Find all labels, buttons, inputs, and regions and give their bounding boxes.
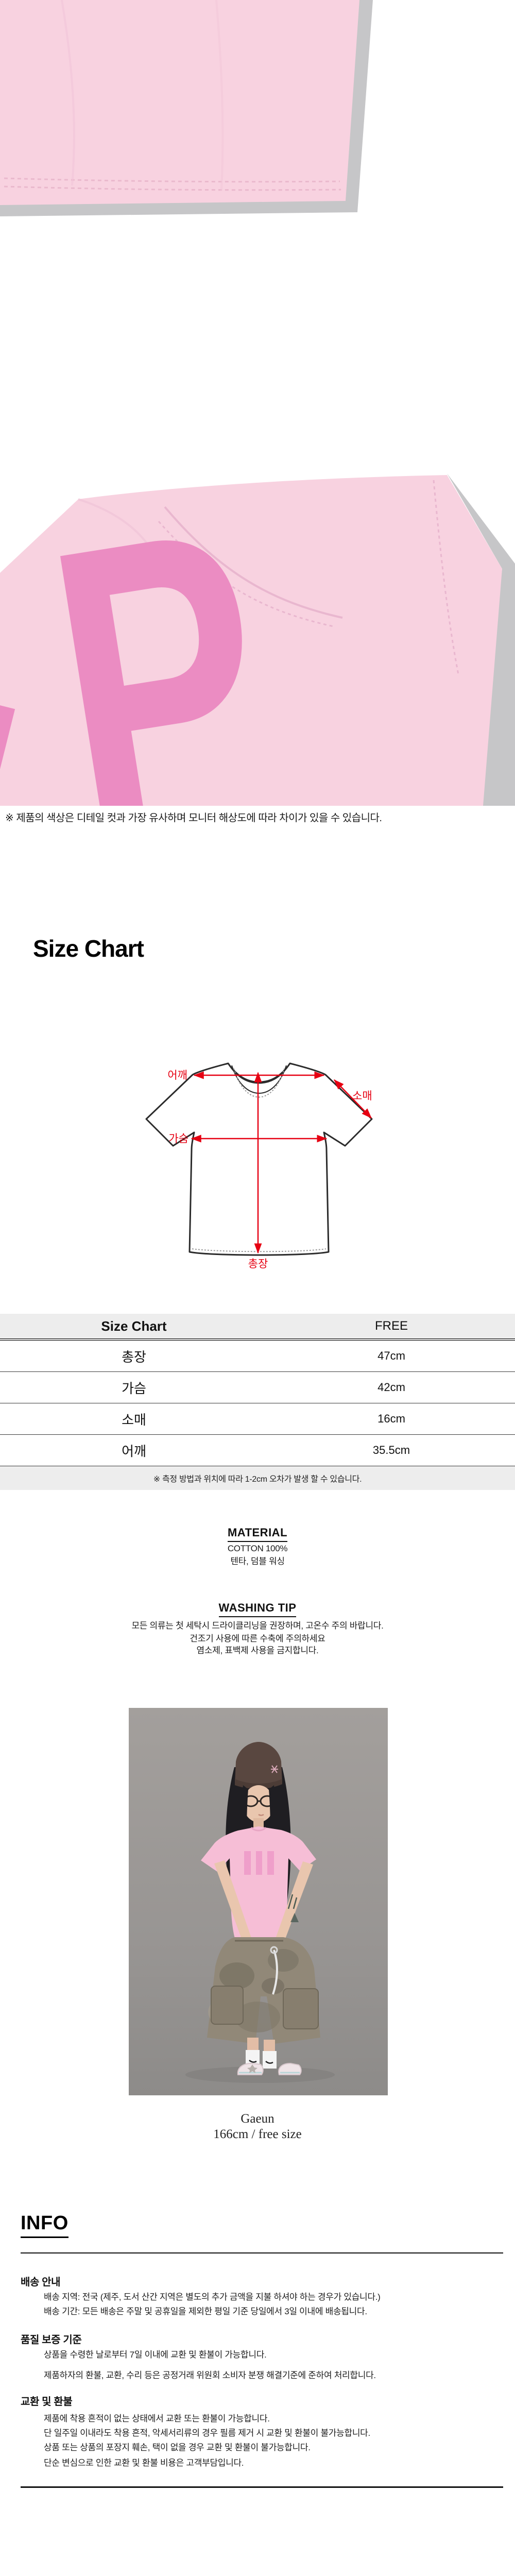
arm	[274, 1861, 313, 1947]
shipping-line: 배송 지역: 전국 (제주, 도서 산간 지역은 별도의 추가 금액을 지불 하…	[44, 2292, 381, 2302]
exchange-line: 제품에 착용 흔적이 없는 상태에서 교환 또는 환불이 가능합니다.	[44, 2414, 270, 2424]
sock	[263, 2051, 277, 2069]
photo2-shadow	[447, 473, 515, 806]
table-row: 가슴 42cm	[0, 1372, 515, 1403]
table-row: 소매 16cm	[0, 1403, 515, 1435]
model-photo	[129, 1708, 388, 2095]
size-table-header: Size Chart FREE	[0, 1314, 515, 1341]
arm	[214, 1860, 252, 1946]
model-name: Gaeun	[241, 2112, 274, 2126]
row-value: 47cm	[377, 1349, 405, 1362]
size-chart-table: Size Chart FREE 총장 47cm 가슴 42cm 소매 16cm …	[0, 1314, 515, 1490]
quality-line: 제품하자의 환불, 교환, 수리 등은 공정거래 위원회 소비자 분쟁 해결기준…	[44, 2370, 376, 2380]
exchange-line: 상품 또는 상품의 포장지 훼손, 택이 없을 경우 교환 및 환불이 불가능합…	[44, 2443, 311, 2452]
model-spec: 166cm / free size	[213, 2127, 302, 2141]
material-section: MATERIAL	[0, 1526, 515, 1542]
shipping-heading: 배송 안내	[21, 2277, 61, 2288]
material-line: 텐타, 덤블 워싱	[230, 1556, 285, 1566]
info-divider	[21, 2252, 503, 2253]
row-label: 소매	[122, 1412, 146, 1428]
table-row: 총장 47cm	[0, 1341, 515, 1372]
tee-outline	[145, 1062, 373, 1256]
size-diagram: 어깨 가슴 총장 소매	[143, 1057, 380, 1271]
size-table-header-size: FREE	[374, 1319, 408, 1333]
bottom-divider	[21, 2486, 503, 2488]
tee-print	[244, 1851, 251, 1875]
color-note: ※ 제품의 색상은 디테일 컷과 가장 유사하며 모니터 해상도에 따라 차이가…	[5, 812, 382, 824]
info-heading: INFO	[21, 2212, 68, 2238]
sleeve-arrow	[334, 1079, 372, 1118]
sneaker-star	[247, 2064, 258, 2073]
measure-note: ※ 측정 방법과 위치에 따라 1-2cm 오차가 발생 할 수 있습니다.	[0, 1466, 515, 1490]
washing-tip-line: 염소제, 표백제 사용을 금지합니다.	[196, 1646, 319, 1655]
cargo-pocket	[211, 1986, 244, 2025]
shipping-line: 배송 기간: 모든 배송은 주말 및 공휴일을 제외한 평일 기준 당일에서 3…	[44, 2307, 367, 2316]
washing-tip-line: 건조기 사용에 따른 수축에 주의하세요	[190, 1634, 325, 1643]
row-value: 35.5cm	[372, 1444, 410, 1456]
washing-tip-section: WASHING TIP	[0, 1601, 515, 1617]
quality-heading: 품질 보증 기준	[21, 2334, 82, 2346]
detail-photo-shoulder: P	[0, 239, 515, 806]
exchange-line: 단 일주일 이내라도 착용 흔적, 악세서리류의 경우 필름 제거 시 교환 및…	[44, 2428, 370, 2438]
beanie	[235, 1742, 282, 1788]
row-label: 어깨	[122, 1443, 146, 1459]
size-table-header-label: Size Chart	[101, 1318, 167, 1334]
photo2-fabric	[0, 475, 502, 806]
washing-tip-title: WASHING TIP	[218, 1601, 297, 1617]
label-shoulder: 어깨	[167, 1070, 187, 1081]
model-tee	[201, 1826, 316, 1938]
material-title: MATERIAL	[227, 1526, 288, 1542]
exchange-heading: 교환 및 환불	[21, 2396, 73, 2408]
row-value: 16cm	[377, 1412, 405, 1425]
exchange-line: 단순 변심으로 인한 교환 및 환불 비용은 고객부담입니다.	[44, 2458, 244, 2468]
cargo-pocket	[283, 1988, 319, 2029]
face	[243, 1785, 274, 1822]
beanie-logo	[271, 1765, 278, 1773]
quality-line: 상품을 수령한 날로부터 7일 이내에 교환 및 환불이 가능합니다.	[44, 2350, 267, 2360]
label-length: 총장	[248, 1258, 268, 1270]
size-chart-heading: Size Chart	[33, 935, 144, 962]
washing-tip-line: 모든 의류는 첫 세탁시 드라이클리닝을 권장하며, 고온수 주의 바랍니다.	[131, 1621, 384, 1631]
photo1-fabric	[0, 0, 359, 205]
label-chest: 가슴	[168, 1133, 188, 1145]
keychain-cord	[272, 1950, 278, 1995]
row-label: 가슴	[122, 1380, 146, 1396]
table-row: 어깨 35.5cm	[0, 1435, 515, 1466]
material-line: COTTON 100%	[227, 1544, 288, 1553]
tattoo	[287, 1894, 298, 1909]
detail-photo-hem	[0, 0, 515, 223]
row-value: 42cm	[377, 1381, 405, 1394]
row-label: 총장	[122, 1349, 146, 1365]
label-sleeve: 소매	[352, 1090, 372, 1102]
